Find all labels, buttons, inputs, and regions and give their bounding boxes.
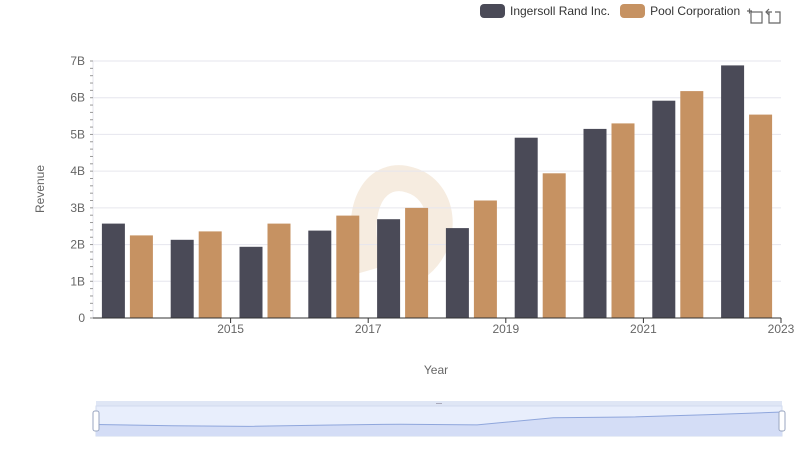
bar-pool-corporation-2021 [611,123,635,319]
bar-ingersoll-rand-2020 [514,137,538,318]
data-zoom-handle-right[interactable] [778,410,786,432]
x-axis: 2015 2017 2019 2021 2023 [93,317,795,336]
bar-ingersoll-rand-2015 [170,239,194,318]
data-zoom-slider[interactable] [92,401,786,437]
bar-pool-corporation-2020 [542,173,566,318]
bar-ingersoll-rand-2022 [652,100,676,318]
y-tick-label: 1B [70,274,85,288]
y-tick-label: 3B [70,201,85,215]
legend-label: Pool Corporation [650,4,741,18]
legend-swatch [620,4,646,18]
x-tick-label: 2021 [630,322,657,336]
bar-ingersoll-rand-2023 [721,65,745,319]
x-axis-title: Year [424,363,448,377]
legend-item-ingersoll-rand[interactable]: Ingersoll Rand Inc. [480,4,610,18]
bar-pool-corporation-2022 [680,91,704,318]
bar-ingersoll-rand-2018 [377,219,401,318]
bar-pool-corporation-2023 [749,114,773,318]
x-tick-label: 2019 [492,322,519,336]
data-zoom-area [96,412,782,436]
bar-pool-corporation-2017 [336,215,360,318]
legend-item-pool-corporation[interactable]: Pool Corporation [620,4,740,18]
bar-ingersoll-rand-2017 [308,230,332,318]
toolbox [746,6,782,24]
bar-pool-corporation-2018 [405,207,429,318]
x-tick-label: 2015 [217,322,244,336]
y-tick-label: 6B [70,91,85,105]
bar-pool-corporation-2019 [473,200,497,318]
zoom-icon[interactable] [746,6,764,24]
legend-label: Ingersoll Rand Inc. [510,4,611,18]
legend: Ingersoll Rand Inc. Pool Corporation [480,4,750,18]
restore-icon[interactable] [764,6,782,24]
data-zoom-line [95,411,783,427]
legend-swatch [480,4,505,18]
watermark-logo [350,165,453,275]
y-axis-title: Revenue [33,165,47,213]
x-tick-label: 2023 [768,322,795,336]
bars [101,65,773,319]
y-tick-label: 2B [70,238,85,252]
bar-pool-corporation-2016 [267,223,291,318]
data-zoom-handle-left[interactable] [92,410,100,432]
y-tick-label: 7B [70,54,85,68]
bar-pool-corporation-2015 [198,231,222,318]
x-tick-label: 2017 [355,322,382,336]
y-tick-label: 4B [70,164,85,178]
y-axis-ticks: 0 1B 2B 3B 4B 5B 6B 7B [70,54,93,325]
y-tick-label: 0 [78,311,85,325]
watermark-shape [350,165,453,275]
bar-pool-corporation-2014 [129,235,153,318]
bar-ingersoll-rand-2016 [239,246,263,318]
y-tick-label: 5B [70,127,85,141]
bar-ingersoll-rand-2014 [101,223,125,318]
bar-ingersoll-rand-2021 [583,128,607,318]
bar-ingersoll-rand-2019 [445,228,469,318]
